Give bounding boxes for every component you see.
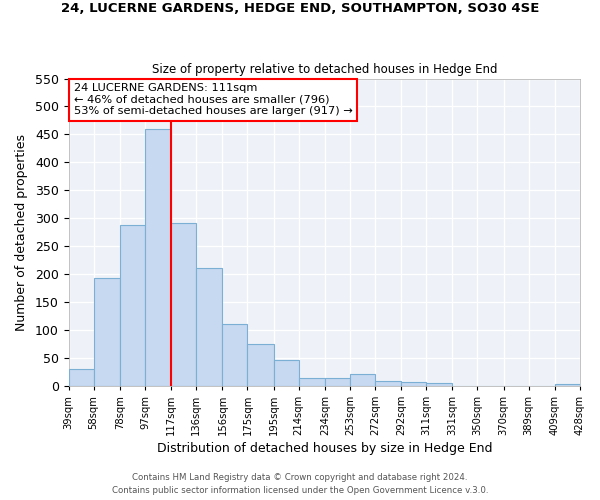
Bar bbox=[350, 374, 375, 386]
X-axis label: Distribution of detached houses by size in Hedge End: Distribution of detached houses by size … bbox=[157, 442, 492, 455]
Bar bbox=[299, 378, 325, 386]
Bar bbox=[325, 378, 350, 386]
Y-axis label: Number of detached properties: Number of detached properties bbox=[15, 134, 28, 330]
Bar bbox=[401, 382, 426, 386]
Bar bbox=[196, 268, 223, 386]
Bar bbox=[68, 369, 94, 386]
Bar bbox=[274, 360, 299, 386]
Text: 24, LUCERNE GARDENS, HEDGE END, SOUTHAMPTON, SO30 4SE: 24, LUCERNE GARDENS, HEDGE END, SOUTHAMP… bbox=[61, 2, 539, 16]
Bar bbox=[145, 129, 171, 386]
Bar bbox=[555, 384, 580, 386]
Bar bbox=[94, 278, 120, 386]
Text: Contains HM Land Registry data © Crown copyright and database right 2024.
Contai: Contains HM Land Registry data © Crown c… bbox=[112, 474, 488, 495]
Bar bbox=[247, 344, 274, 386]
Bar bbox=[171, 223, 196, 386]
Bar bbox=[223, 324, 247, 386]
Title: Size of property relative to detached houses in Hedge End: Size of property relative to detached ho… bbox=[152, 63, 497, 76]
Bar bbox=[426, 383, 452, 386]
Bar bbox=[120, 226, 145, 386]
Bar bbox=[375, 381, 401, 386]
Text: 24 LUCERNE GARDENS: 111sqm
← 46% of detached houses are smaller (796)
53% of sem: 24 LUCERNE GARDENS: 111sqm ← 46% of deta… bbox=[74, 83, 353, 116]
